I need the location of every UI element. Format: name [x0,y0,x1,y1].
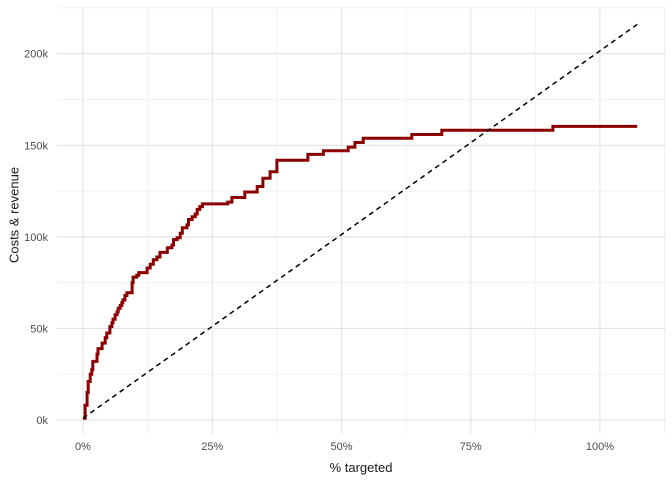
y-tick-label: 100k [24,232,48,244]
y-tick-label: 0k [36,415,48,427]
baseline-dashed-line [82,23,638,419]
x-tick-label: 0% [75,441,91,453]
x-tick-label: 25% [201,441,223,453]
x-axis-title: % targeted [329,460,393,475]
x-tick-label: 50% [330,441,352,453]
y-tick-label: 50k [30,323,48,335]
x-tick-label: 75% [460,441,482,453]
y-tick-label: 150k [24,140,48,152]
revenue-step-line [83,124,638,420]
x-tick-label: 100% [586,441,614,453]
y-axis-title: Costs & revenue [6,166,22,264]
y-tick-label: 200k [24,49,48,61]
